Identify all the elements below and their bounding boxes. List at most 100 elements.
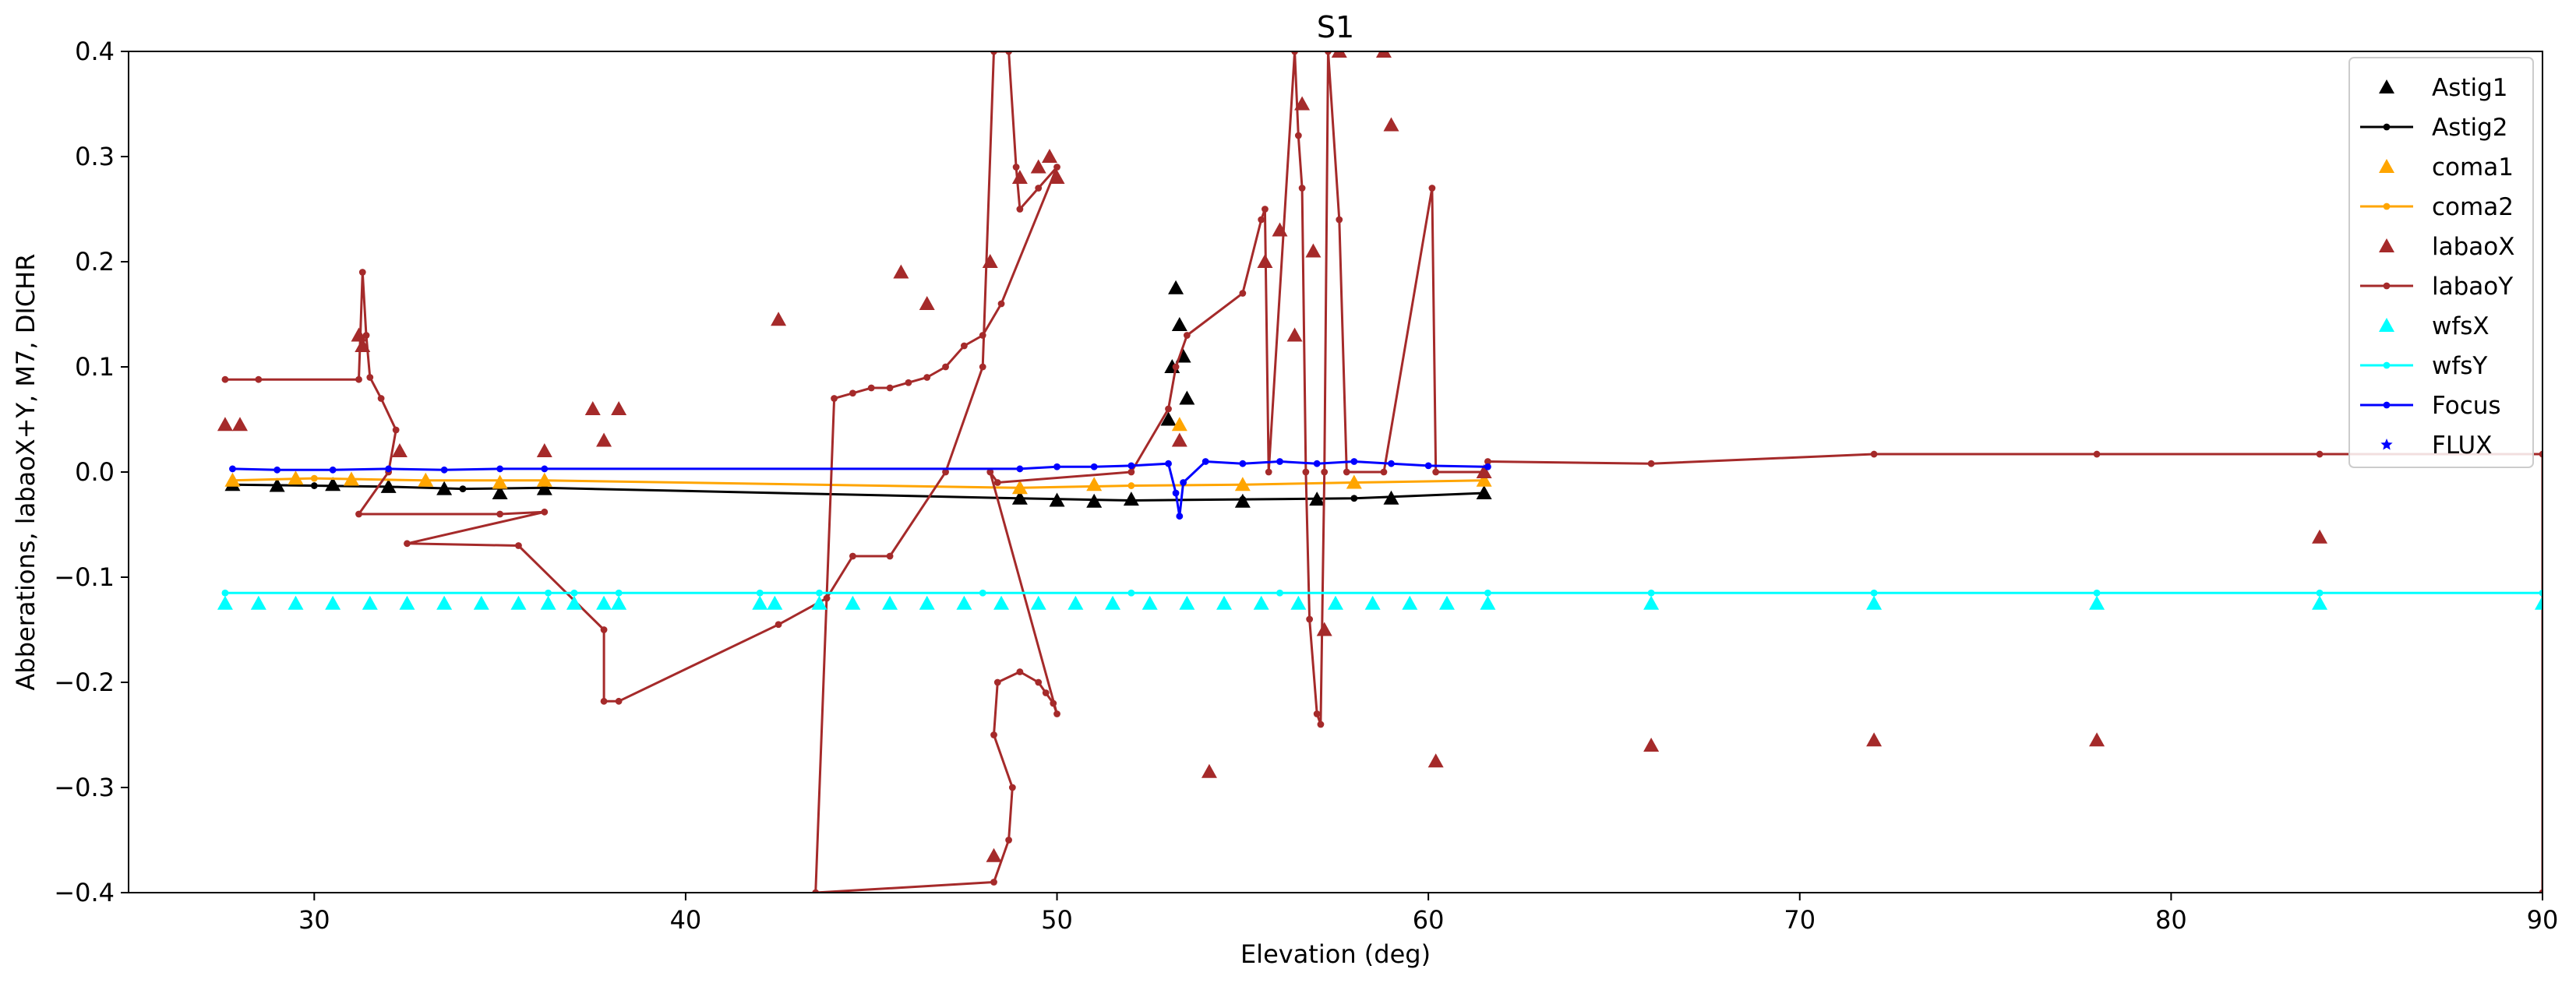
data-point bbox=[823, 594, 831, 602]
data-point bbox=[1870, 589, 1878, 597]
data-point bbox=[1388, 460, 1395, 467]
data-point bbox=[1484, 589, 1491, 597]
data-point bbox=[1090, 463, 1098, 470]
y-tick-label: −0.2 bbox=[54, 668, 115, 697]
data-point bbox=[1480, 477, 1488, 484]
data-point bbox=[1035, 678, 1043, 686]
data-point bbox=[816, 589, 823, 597]
data-point bbox=[993, 479, 1001, 486]
series-wfsy bbox=[221, 589, 2542, 597]
data-point bbox=[1424, 462, 1432, 470]
data-point bbox=[358, 269, 366, 276]
data-point bbox=[1179, 595, 1195, 610]
data-point bbox=[1172, 489, 1180, 497]
data-point bbox=[1142, 595, 1158, 610]
data-point bbox=[399, 595, 415, 610]
data-point bbox=[979, 589, 986, 597]
data-point bbox=[1053, 164, 1060, 171]
data-point bbox=[310, 474, 318, 482]
data-point bbox=[492, 474, 508, 489]
data-point bbox=[392, 426, 400, 434]
data-point bbox=[1480, 489, 1488, 497]
data-point bbox=[615, 589, 623, 597]
data-point bbox=[385, 483, 393, 491]
data-point bbox=[329, 466, 337, 474]
series-line bbox=[232, 483, 1484, 502]
data-point bbox=[979, 332, 986, 339]
data-point bbox=[1005, 51, 1012, 55]
data-point bbox=[1375, 51, 1392, 58]
data-point bbox=[1011, 170, 1028, 184]
y-tick-label: 0.2 bbox=[75, 247, 115, 277]
data-point bbox=[2379, 318, 2394, 332]
chart-title: S1 bbox=[1317, 10, 1354, 44]
data-point bbox=[1427, 753, 1444, 768]
data-point bbox=[229, 465, 236, 473]
data-point bbox=[473, 595, 489, 610]
data-point bbox=[2312, 595, 2328, 610]
data-point bbox=[1643, 738, 1660, 752]
data-point bbox=[2089, 595, 2105, 610]
data-point bbox=[1321, 468, 1329, 476]
data-point bbox=[960, 342, 968, 350]
data-point bbox=[541, 477, 549, 484]
data-point bbox=[1286, 327, 1303, 342]
data-point bbox=[385, 465, 393, 473]
data-point bbox=[1380, 468, 1388, 476]
data-point bbox=[1336, 216, 1343, 224]
data-point bbox=[217, 595, 233, 610]
data-point bbox=[436, 595, 453, 610]
data-point bbox=[1016, 206, 1024, 213]
data-point bbox=[541, 508, 549, 516]
data-point bbox=[993, 678, 1001, 686]
data-point bbox=[600, 697, 608, 705]
data-point bbox=[1030, 595, 1046, 610]
data-point bbox=[831, 395, 838, 402]
data-point bbox=[1050, 699, 1057, 707]
data-point bbox=[1067, 595, 1084, 610]
legend-item: labaoY bbox=[2360, 273, 2513, 301]
data-point bbox=[905, 379, 912, 386]
data-point bbox=[2316, 450, 2324, 458]
data-point bbox=[1302, 468, 1310, 476]
axes bbox=[121, 51, 2543, 900]
data-point bbox=[979, 363, 986, 371]
data-point bbox=[377, 395, 385, 402]
data-point bbox=[1053, 710, 1060, 717]
data-point bbox=[1294, 132, 1302, 139]
data-point bbox=[1870, 450, 1878, 458]
data-point bbox=[2535, 595, 2542, 610]
legend-item: Astig1 bbox=[2379, 74, 2508, 102]
data-point bbox=[221, 589, 229, 597]
data-point bbox=[893, 264, 909, 279]
data-point bbox=[1201, 763, 1217, 778]
data-point bbox=[231, 417, 248, 432]
data-point bbox=[1306, 615, 1314, 623]
data-point bbox=[536, 443, 552, 457]
data-point bbox=[942, 468, 949, 476]
data-point bbox=[849, 552, 856, 560]
data-point bbox=[771, 312, 787, 326]
series-labaoy bbox=[221, 51, 2542, 893]
legend-item: wfsX bbox=[2379, 312, 2490, 340]
legend-label: Astig1 bbox=[2432, 74, 2508, 102]
data-point bbox=[1168, 280, 1184, 294]
x-tick-label: 40 bbox=[670, 905, 702, 935]
data-point bbox=[1216, 595, 1233, 610]
series-coma2 bbox=[229, 474, 1488, 492]
data-point bbox=[1172, 363, 1180, 371]
data-point bbox=[1016, 495, 1024, 502]
data-point bbox=[422, 477, 429, 484]
data-point bbox=[811, 595, 827, 610]
legend-label: coma2 bbox=[2432, 193, 2514, 221]
data-point bbox=[355, 375, 362, 383]
data-point bbox=[1438, 595, 1455, 610]
data-point bbox=[541, 465, 549, 473]
data-point bbox=[1171, 317, 1187, 331]
data-point bbox=[1262, 206, 1269, 213]
data-point bbox=[325, 477, 341, 492]
y-axis-label: Abberations, labaoX+Y, M7, DICHR bbox=[11, 254, 41, 691]
data-point bbox=[1005, 837, 1012, 844]
data-point bbox=[1239, 460, 1247, 467]
data-point bbox=[1313, 710, 1321, 717]
